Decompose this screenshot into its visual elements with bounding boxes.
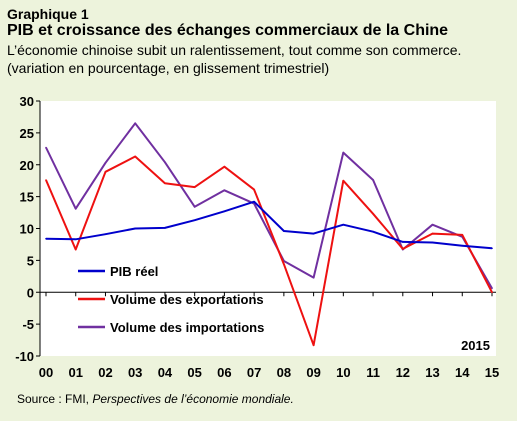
legend-label-pib: PIB réel bbox=[110, 264, 158, 279]
data-point-pib bbox=[134, 227, 136, 230]
data-point-exportations bbox=[193, 186, 196, 188]
x-tick-label: 01 bbox=[68, 365, 82, 380]
y-tick-label: 25 bbox=[20, 126, 34, 141]
data-point-exportations bbox=[312, 344, 315, 347]
chart-title: PIB et croissance des échanges commercia… bbox=[7, 22, 449, 39]
data-point-pib bbox=[372, 230, 374, 233]
y-tick-label: 0 bbox=[27, 285, 34, 300]
data-point-pib bbox=[283, 230, 285, 232]
data-point-exportations bbox=[74, 248, 77, 251]
chart-note: (variation en pourcentage, en glissement… bbox=[7, 60, 330, 76]
x-tick-label: 12 bbox=[396, 365, 410, 380]
x-tick-label: 06 bbox=[217, 365, 231, 380]
data-point-importations bbox=[45, 146, 47, 149]
data-point-pib bbox=[253, 200, 255, 203]
x-tick-label: 02 bbox=[98, 365, 112, 380]
data-point-pib bbox=[342, 223, 345, 226]
data-point-exportations bbox=[283, 263, 285, 266]
legend-label-importations: Volume des importations bbox=[110, 320, 264, 335]
x-tick-label: 11 bbox=[366, 365, 380, 380]
data-point-importations bbox=[372, 179, 374, 181]
data-point-pib bbox=[74, 238, 77, 241]
y-tick-label: 20 bbox=[20, 158, 34, 173]
data-point-exportations bbox=[372, 213, 374, 215]
data-point-importations bbox=[223, 189, 226, 192]
y-tick-label: 10 bbox=[20, 222, 34, 237]
legend-label-exportations: Volume des exportations bbox=[110, 292, 264, 307]
x-tick-label: 08 bbox=[277, 365, 291, 380]
y-tick-label: -10 bbox=[15, 349, 34, 364]
x-tick-label: 03 bbox=[128, 365, 142, 380]
year-annotation: 2015 bbox=[461, 338, 490, 353]
data-point-exportations bbox=[45, 179, 47, 181]
y-tick-label: 30 bbox=[20, 94, 34, 109]
data-point-exportations bbox=[402, 248, 404, 250]
data-point-pib bbox=[223, 210, 226, 213]
x-tick-label: 04 bbox=[158, 365, 173, 380]
source-label: Source : FMI, bbox=[17, 392, 93, 406]
data-point-importations bbox=[312, 276, 315, 279]
source-note: Source : FMI, Perspectives de l’économie… bbox=[17, 392, 294, 406]
data-point-exportations bbox=[491, 291, 493, 294]
x-tick-label: 10 bbox=[336, 365, 350, 380]
data-point-pib bbox=[45, 237, 47, 240]
data-point-importations bbox=[431, 223, 434, 226]
data-point-importations bbox=[134, 122, 136, 125]
x-tick-label: 14 bbox=[455, 365, 470, 380]
source-publication: Perspectives de l’économie mondiale. bbox=[92, 392, 294, 406]
data-point-exportations bbox=[164, 182, 166, 184]
data-point-importations bbox=[491, 287, 493, 290]
y-tick-label: -5 bbox=[22, 317, 34, 332]
data-point-importations bbox=[164, 161, 166, 163]
data-point-exportations bbox=[134, 155, 136, 158]
x-tick-label: 15 bbox=[485, 365, 499, 380]
data-point-exportations bbox=[104, 171, 107, 173]
series-line-importations bbox=[45, 122, 493, 289]
data-point-pib bbox=[104, 233, 107, 235]
data-point-pib bbox=[402, 241, 404, 243]
data-point-exportations bbox=[461, 234, 464, 236]
x-tick-label: 13 bbox=[425, 365, 439, 380]
chart-kicker: Graphique 1 bbox=[7, 6, 89, 22]
x-tick-label: 05 bbox=[187, 365, 201, 380]
data-point-importations bbox=[193, 206, 196, 208]
data-point-exportations bbox=[253, 188, 255, 191]
data-point-pib bbox=[491, 247, 493, 250]
data-point-importations bbox=[342, 151, 345, 154]
y-tick-label: 15 bbox=[20, 190, 34, 205]
series-line-pib bbox=[45, 200, 493, 250]
x-tick-label: 09 bbox=[306, 365, 320, 380]
y-tick-label: 5 bbox=[27, 253, 34, 268]
data-point-exportations bbox=[223, 165, 226, 168]
data-point-pib bbox=[164, 227, 166, 229]
chart-subtitle: L’économie chinoise subit un ralentissem… bbox=[7, 42, 462, 58]
data-point-exportations bbox=[431, 232, 434, 235]
data-point-pib bbox=[431, 241, 434, 244]
data-point-pib bbox=[312, 232, 315, 235]
x-tick-label: 07 bbox=[247, 365, 261, 380]
data-point-importations bbox=[74, 207, 77, 210]
data-point-importations bbox=[104, 162, 107, 164]
x-tick-label: 00 bbox=[39, 365, 53, 380]
data-point-pib bbox=[461, 244, 464, 247]
data-point-pib bbox=[193, 219, 196, 221]
data-point-exportations bbox=[342, 179, 345, 182]
